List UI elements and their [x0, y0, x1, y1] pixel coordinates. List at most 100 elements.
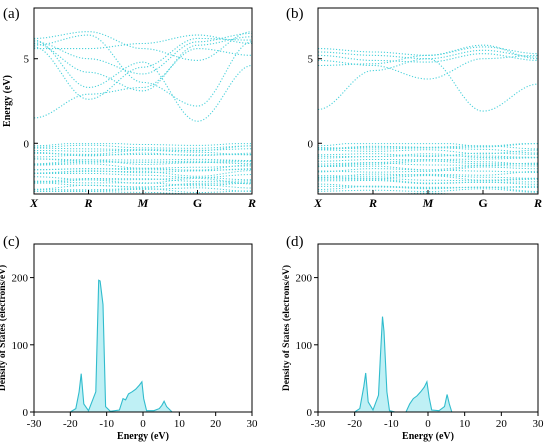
- xtick-label: 20: [210, 418, 222, 430]
- xtick-label: 0: [425, 418, 431, 430]
- valence-band-line: [318, 175, 538, 181]
- xtick-label: -20: [347, 418, 362, 430]
- valence-band-line: [34, 167, 252, 171]
- ytick-label: 200: [12, 273, 29, 285]
- y-axis-label-c: Density of States (electrons/eV): [0, 265, 8, 391]
- ytick-label: 5: [308, 54, 314, 66]
- xtick-label: -20: [63, 418, 78, 430]
- valence-band-line: [318, 170, 539, 177]
- tick-marks-a: [33, 58, 253, 194]
- kpoint-label-r2: R: [533, 196, 542, 210]
- valence-band-line: [318, 160, 538, 168]
- xtick-label: -10: [384, 418, 399, 430]
- panel-label-b: (b): [286, 6, 304, 22]
- ytick-label: 0: [24, 138, 30, 150]
- valence-band-line: [34, 177, 252, 185]
- valence-band-line: [34, 172, 253, 179]
- xtick-label: 30: [533, 418, 545, 430]
- valence-band-line: [317, 155, 538, 159]
- conduction-band-line: [318, 44, 538, 67]
- panel-label-a: (a): [3, 6, 20, 22]
- kpoint-label-x: X: [313, 196, 323, 210]
- kpoint-label-g: G: [478, 196, 487, 210]
- valence-band-line: [34, 158, 252, 161]
- dos-area-d: [318, 316, 538, 412]
- valence-band-line: [318, 162, 538, 167]
- x-axis-label-c: Energy (eV): [117, 431, 169, 442]
- ytick-label: 5: [24, 54, 30, 66]
- valence-band-line: [318, 176, 538, 182]
- kpoint-label-r: R: [83, 196, 92, 210]
- valence-band-line: [34, 164, 252, 171]
- ytick-label: 0: [23, 407, 29, 419]
- valence-band-line: [318, 185, 538, 190]
- xtick-label: -30: [311, 418, 326, 430]
- valence-band-line: [318, 146, 538, 154]
- valence-band-line: [34, 148, 252, 152]
- band-structure-plot-a: 0 5 X R M G R Energy (eV): [2, 7, 256, 210]
- valence-band-line: [34, 178, 252, 183]
- band-structure-plot-b: 0 5 X R M G R: [308, 7, 542, 210]
- conduction-band-line: [33, 36, 253, 92]
- valence-band-line: [318, 159, 539, 166]
- valence-band-line: [34, 168, 253, 174]
- dos-line-c: [34, 279, 252, 413]
- conduction-band-line: [318, 49, 538, 60]
- valence-band-line: [34, 188, 252, 193]
- valence-band-line: [34, 144, 252, 149]
- xtick-label: 20: [496, 418, 508, 430]
- xtick-label: 10: [174, 418, 186, 430]
- xtick-label: -30: [27, 418, 42, 430]
- valence-band-line: [34, 183, 252, 190]
- conduction-band-line: [33, 48, 252, 119]
- valence-band-line: [34, 176, 252, 181]
- valence-band-line: [318, 185, 539, 193]
- ytick-label: 100: [296, 340, 313, 352]
- valence-band-line: [318, 166, 538, 173]
- panel-label-d: (d): [286, 234, 304, 250]
- xtick-label: 10: [459, 418, 471, 430]
- ytick-label: 0: [307, 407, 313, 419]
- x-axis-label-d: Energy (eV): [402, 431, 454, 442]
- tick-marks-d: [314, 277, 539, 416]
- valence-band-line: [34, 182, 252, 188]
- conduction-band-line: [33, 39, 253, 122]
- kpoint-label-r: R: [368, 196, 377, 210]
- conduction-band-line: [317, 58, 539, 112]
- kpoint-label-g: G: [193, 196, 202, 210]
- y-axis-label-a: Energy (eV): [2, 75, 13, 127]
- valence-band-line: [34, 149, 253, 156]
- band-lines-a: [33, 31, 253, 195]
- valence-band-line: [318, 188, 538, 193]
- valence-band-line: [318, 152, 538, 158]
- xtick-label: 30: [247, 418, 259, 430]
- conduction-band-line: [33, 32, 252, 75]
- xtick-label: 0: [140, 418, 146, 430]
- conduction-band-line: [33, 37, 252, 100]
- ytick-label: 200: [296, 273, 313, 285]
- valence-band-line: [318, 157, 538, 162]
- valence-band-line: [34, 154, 252, 158]
- band-lines-b: [317, 44, 539, 195]
- panel-label-c: (c): [3, 234, 20, 250]
- kpoint-label-r2: R: [247, 196, 256, 210]
- valence-band-line: [318, 173, 539, 179]
- valence-band-line: [318, 180, 538, 185]
- dos-plot-c: -30 -20 -10 0 10 20 30 0 100 200 Energy …: [0, 243, 259, 442]
- valence-band-line: [34, 180, 252, 187]
- valence-band-line: [34, 161, 252, 165]
- valence-band-line: [34, 163, 252, 169]
- conduction-band-line: [317, 53, 538, 63]
- conduction-band-line: [34, 34, 252, 50]
- ytick-label: 100: [12, 340, 29, 352]
- valence-band-line: [34, 170, 252, 177]
- valence-band-line: [318, 165, 538, 171]
- kpoint-label-x: X: [29, 196, 39, 210]
- tick-marks-b: [317, 58, 539, 194]
- valence-band-line: [34, 143, 252, 147]
- xtick-label: -10: [99, 418, 114, 430]
- valence-band-line: [318, 143, 538, 147]
- kpoint-label-m: M: [137, 196, 149, 210]
- dos-plot-d: -30 -20 -10 0 10 20 30 0 100 200 Energy …: [281, 243, 545, 442]
